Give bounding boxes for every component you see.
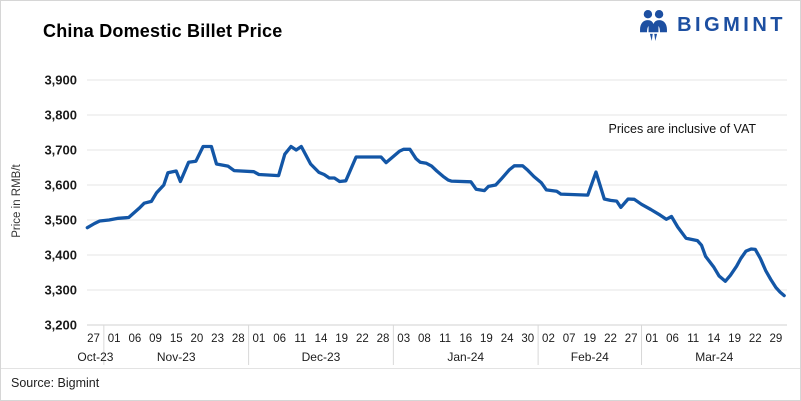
- x-tick-label: 01: [645, 333, 658, 345]
- price-line: [85, 144, 786, 298]
- x-tick-label: 06: [273, 333, 286, 345]
- y-tick-label: 3,400: [44, 248, 77, 263]
- x-tick-label: 11: [687, 333, 699, 345]
- x-tick-label: 20: [191, 333, 204, 345]
- x-tick-label: 15: [170, 333, 183, 345]
- x-tick-label: 22: [356, 333, 369, 345]
- x-tick-label: 06: [666, 333, 679, 345]
- month-label: Mar-24: [695, 350, 733, 364]
- y-tick-label: 3,300: [44, 283, 77, 298]
- x-tick-label: 01: [253, 333, 266, 345]
- y-tick-label: 3,900: [44, 73, 77, 88]
- x-tick-label: 02: [542, 333, 555, 345]
- month-label: Nov-23: [157, 350, 196, 364]
- x-tick-label: 14: [315, 333, 328, 345]
- x-tick-label: 22: [604, 333, 617, 345]
- x-tick-label: 19: [335, 333, 348, 345]
- y-tick-label: 3,700: [44, 143, 77, 158]
- bigmint-logo-text: BIGMINT: [677, 14, 786, 36]
- x-tick-label: 14: [708, 333, 721, 345]
- x-tick-label: 11: [439, 333, 451, 345]
- x-tick-label: 09: [149, 333, 162, 345]
- x-tick-label: 19: [480, 333, 493, 345]
- x-tick-label: 11: [294, 333, 306, 345]
- y-tick-label: 3,200: [44, 318, 77, 333]
- x-tick-label: 27: [87, 333, 100, 345]
- month-label: Feb-24: [571, 350, 609, 364]
- x-tick-label: 06: [128, 333, 141, 345]
- x-tick-label: 29: [770, 333, 783, 345]
- x-tick-label: 27: [625, 333, 638, 345]
- month-label: Jan-24: [447, 350, 484, 364]
- month-label: Dec-23: [302, 350, 341, 364]
- page-title: China Domestic Billet Price: [43, 21, 283, 41]
- y-tick-label: 3,500: [44, 213, 77, 228]
- y-tick-label: 3,600: [44, 178, 77, 193]
- x-tick-label: 24: [501, 333, 514, 345]
- y-tick-label: 3,800: [44, 108, 77, 123]
- y-axis-title: Price in RMB/t: [11, 164, 23, 238]
- source-note: Source: Bigmint: [11, 376, 100, 390]
- x-tick-label: 22: [749, 333, 762, 345]
- x-tick-label: 16: [459, 333, 472, 345]
- x-tick-label: 19: [583, 333, 596, 345]
- x-tick-label: 01: [108, 333, 121, 345]
- x-tick-label: 28: [377, 333, 390, 345]
- vat-annotation: Prices are inclusive of VAT: [608, 122, 756, 136]
- x-tick-label: 28: [232, 333, 245, 345]
- bigmint-logo: BIGMINT: [638, 9, 786, 42]
- x-tick-label: 30: [521, 333, 534, 345]
- x-tick-label: 08: [418, 333, 431, 345]
- bigmint-logo-icon: [640, 10, 668, 41]
- x-tick-label: 07: [563, 333, 576, 345]
- footer-divider: [1, 368, 800, 369]
- x-tick-label: 23: [211, 333, 224, 345]
- x-tick-label: 03: [397, 333, 410, 345]
- month-label: Oct-23: [77, 350, 113, 364]
- x-tick-label: 19: [728, 333, 741, 345]
